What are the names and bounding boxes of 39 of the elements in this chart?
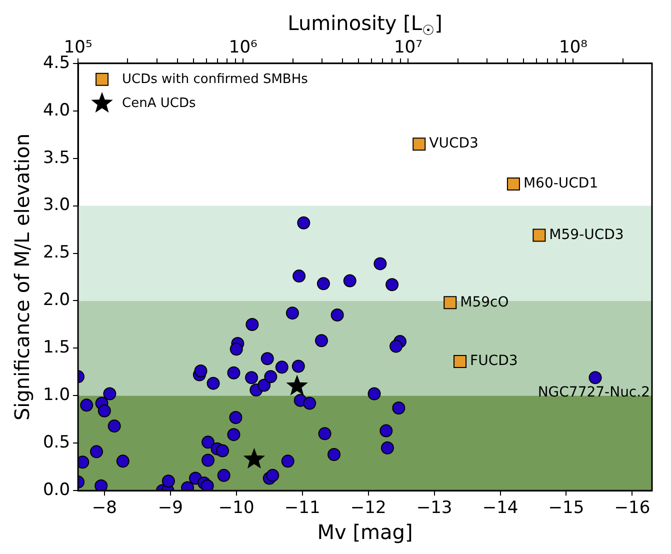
annotation: VUCD3 bbox=[429, 136, 478, 152]
point bbox=[287, 376, 308, 395]
x2-tick-label: 10⁶ bbox=[228, 38, 258, 58]
y-tick-label: 2.5 bbox=[42, 242, 70, 263]
y-tick-label: 0.0 bbox=[42, 480, 70, 500]
y-axis-title: Significance of M/L elevation bbox=[10, 133, 34, 421]
x2-tick-label: 10⁷ bbox=[394, 38, 423, 58]
annotation: M60-UCD1 bbox=[523, 176, 598, 192]
y-tick-label: 3.5 bbox=[42, 148, 70, 168]
x-tick-label: −13 bbox=[416, 498, 452, 518]
point bbox=[244, 448, 264, 468]
point bbox=[532, 228, 546, 242]
point bbox=[444, 296, 457, 310]
x-tick-label: −16 bbox=[614, 498, 650, 518]
x-tick-label: −11 bbox=[284, 498, 320, 518]
annotation: M59-UCD3 bbox=[549, 226, 624, 243]
x-axis-title: Mv [mag] bbox=[317, 520, 413, 544]
y-tick-label: 1.0 bbox=[42, 385, 70, 406]
x-tick-label: −12 bbox=[350, 498, 386, 518]
point bbox=[506, 177, 520, 190]
annotation: FUCD3 bbox=[470, 353, 518, 370]
y-tick-label: 1.5 bbox=[42, 338, 70, 358]
x-tick-label: −14 bbox=[482, 498, 518, 518]
legend-label: UCDs with confirmed SMBHs bbox=[122, 72, 308, 87]
annotation: M59cO bbox=[460, 294, 509, 310]
y-tick-label: 3.0 bbox=[42, 195, 70, 216]
x2-tick-label: 10⁸ bbox=[559, 38, 588, 58]
y-tick-label: 0.5 bbox=[42, 432, 70, 453]
y-tick-label: 4.0 bbox=[42, 100, 70, 120]
annotation: NGC7727-Nuc.2 bbox=[538, 384, 650, 400]
point bbox=[454, 354, 467, 368]
x-tick-label: −15 bbox=[548, 498, 584, 518]
legend-label: CenA UCDs bbox=[122, 96, 196, 111]
x2-axis-title: Luminosity [L☉] bbox=[288, 11, 442, 39]
x-tick-label: −10 bbox=[218, 498, 254, 518]
x-tick-label: −8 bbox=[92, 498, 117, 518]
x-tick-label: −9 bbox=[158, 498, 183, 518]
point bbox=[412, 138, 426, 151]
y-tick-label: 2.0 bbox=[42, 290, 70, 310]
